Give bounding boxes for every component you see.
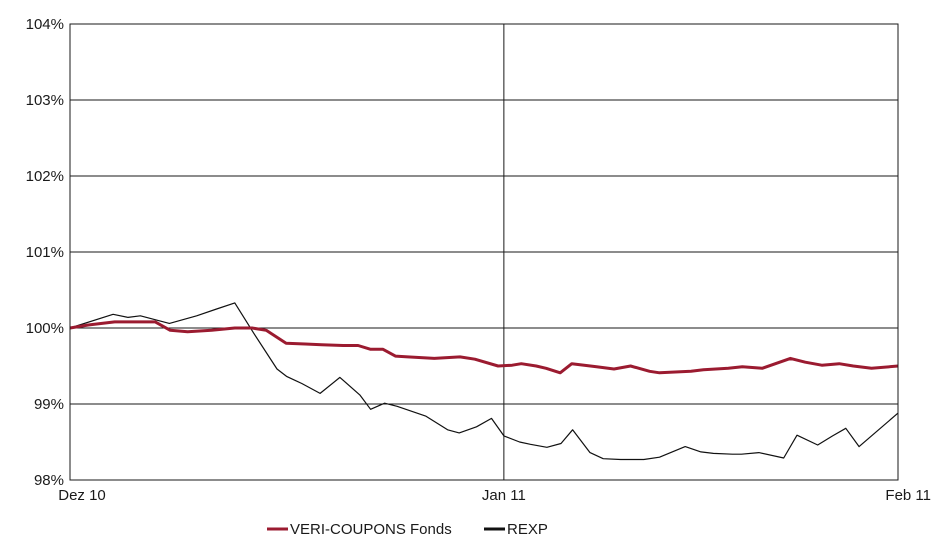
y-axis-tick-labels: 98% 99% 100% 101% 102% 103% 104% <box>26 16 64 489</box>
y-tick-label: 102% <box>26 168 64 185</box>
x-tick-label: Dez 10 <box>58 487 106 504</box>
gridlines <box>70 23 898 481</box>
legend-label: VERI-COUPONS Fonds <box>290 521 452 536</box>
series-line-veri-coupons-fonds <box>69 320 899 375</box>
x-tick-label: Feb 11 <box>885 487 931 504</box>
y-tick-label: 103% <box>26 92 64 109</box>
x-axis-tick-labels: Dez 10 Jan 11 Feb 11 <box>58 487 931 504</box>
series-lines <box>69 302 899 461</box>
x-tick-label: Jan 11 <box>482 487 526 504</box>
y-tick-label: 101% <box>26 244 64 261</box>
y-tick-label: 99% <box>34 396 64 413</box>
y-tick-label: 98% <box>34 472 64 489</box>
legend-label: REXP <box>507 521 548 536</box>
y-tick-label: 104% <box>26 16 64 33</box>
plot-area-frame <box>69 23 899 481</box>
series-line-rexp <box>69 302 899 461</box>
y-tick-label: 100% <box>26 320 64 337</box>
legend: VERI-COUPONS Fonds REXP <box>267 521 548 536</box>
